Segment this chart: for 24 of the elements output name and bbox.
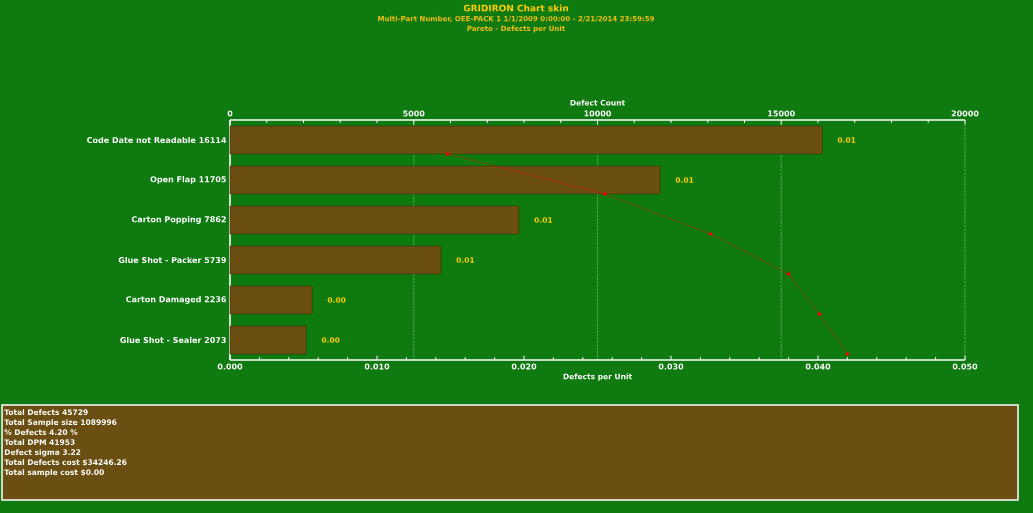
- x2-tick-label: 15000: [768, 110, 795, 117]
- point: [786, 272, 791, 276]
- chart-title: GRIDIRON Chart skin: [463, 4, 569, 12]
- point: [845, 352, 850, 356]
- point: [817, 312, 822, 316]
- x2-tick-label: 5000: [403, 110, 425, 117]
- x-tick-label: 0.000: [217, 363, 243, 370]
- y-tick-label: Code Date not Readable 16114: [87, 136, 227, 144]
- y-tick-label: Glue Shot - Packer 5739: [118, 256, 226, 264]
- point: [708, 232, 713, 236]
- x2-tick-label: 0: [227, 110, 233, 117]
- x-tick-label: 0.050: [952, 363, 978, 370]
- y-tick-label: Open Flap 11705: [150, 176, 226, 184]
- x-tick-label: 0.020: [511, 363, 537, 370]
- x-tick-label: 0.030: [658, 363, 684, 370]
- x2-tick-label: 10000: [584, 110, 612, 117]
- x-tick-label: 0.010: [364, 363, 390, 370]
- point: [603, 192, 607, 196]
- point: [445, 152, 450, 156]
- x-tick-label: 0.040: [805, 363, 831, 370]
- y-tick-label: Carton Damaged 2236: [126, 296, 227, 304]
- y-tick-label: Glue Shot - Sealer 2073: [120, 336, 226, 344]
- y-tick-label: Carton Popping 7862: [131, 216, 226, 224]
- x2-tick-label: 20000: [951, 110, 979, 117]
